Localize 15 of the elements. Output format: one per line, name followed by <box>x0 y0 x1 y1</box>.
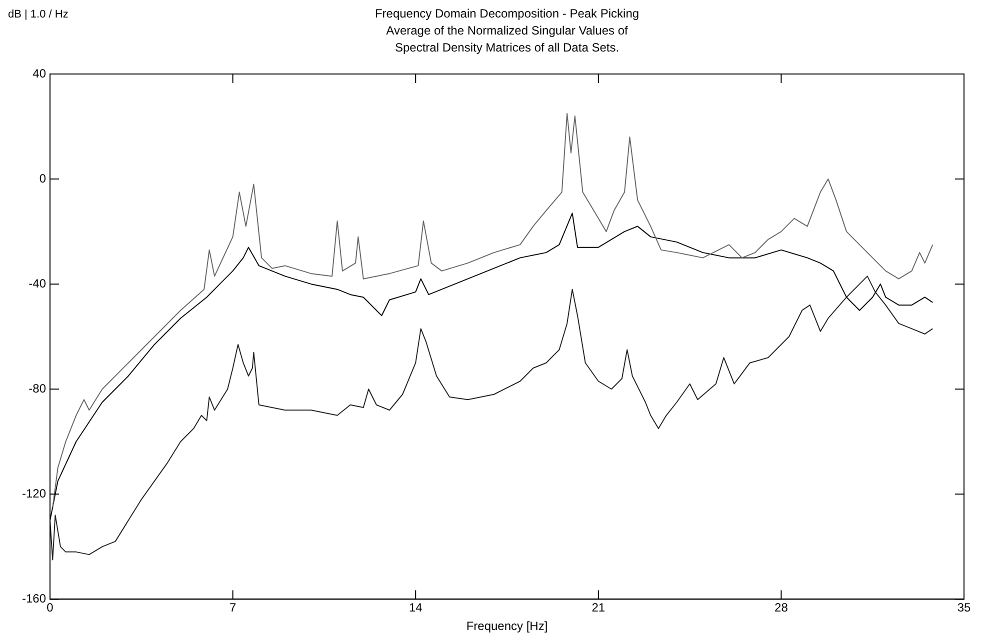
y-tick-label: -120 <box>22 486 46 500</box>
x-axis-title: Frequency [Hz] <box>466 619 548 634</box>
x-tick-label: 21 <box>592 600 606 615</box>
y-tick-label: -80 <box>28 381 46 396</box>
y-tick-label: -160 <box>22 592 46 606</box>
y-tick-label: -40 <box>28 276 46 290</box>
y-tick-label: 0 <box>39 171 46 186</box>
x-tick-label: 14 <box>408 600 423 615</box>
x-tick-label: 7 <box>229 600 236 615</box>
y-tick-label: 40 <box>32 66 46 80</box>
chart-subtitle: Average of the Normalized Singular Values of Spectral Density Matrices of all Data Sets. <box>386 23 629 54</box>
x-tick-label: 35 <box>957 600 971 615</box>
y-axis-title: dB | 1.0 / Hz <box>8 8 68 21</box>
chart-title: Frequency Domain Decomposition - Peak Picking <box>374 6 640 20</box>
x-tick-label: 28 <box>774 600 788 615</box>
